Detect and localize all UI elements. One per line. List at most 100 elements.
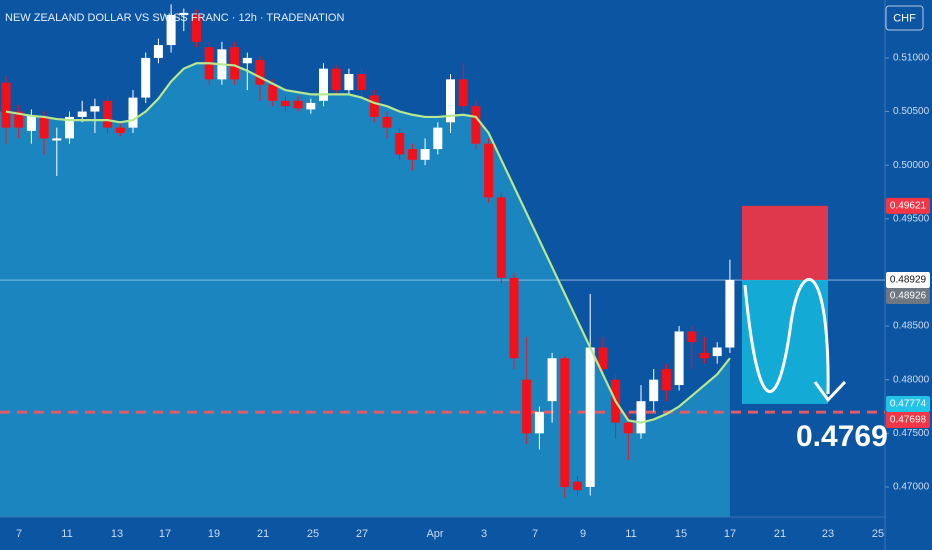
forecast-arrow — [813, 380, 847, 403]
x-tick-label: 11 — [625, 528, 636, 540]
candle-body — [141, 57, 151, 98]
candle-body — [90, 106, 100, 112]
ma-area — [0, 63, 730, 517]
candle-body — [65, 116, 74, 139]
candle-body — [573, 481, 582, 491]
candle-body — [484, 143, 494, 198]
candle-body — [585, 347, 595, 487]
target-label: 0.4769 — [796, 420, 888, 453]
y-tick-label: 0.48500 — [893, 321, 930, 332]
candle-body — [636, 401, 646, 434]
candle-body — [26, 115, 36, 131]
forecast-curve — [743, 278, 830, 394]
target-zone — [742, 280, 828, 404]
candle-body — [661, 368, 671, 391]
x-tick-label: 17 — [724, 528, 736, 540]
y-tick-label: 0.47000 — [893, 482, 930, 493]
candle-body — [230, 47, 240, 80]
candle-body — [192, 15, 201, 42]
candle-body — [1, 82, 11, 128]
y-tick-label: 0.47500 — [893, 428, 930, 439]
candle-body — [369, 95, 379, 117]
y-tick-label: 0.48000 — [893, 374, 930, 385]
y-tick-label: 0.49500 — [893, 213, 930, 224]
candle-body — [649, 379, 659, 402]
x-tick-label: 7 — [532, 528, 538, 540]
candle-body — [496, 197, 506, 278]
price-tag — [886, 395, 930, 412]
candle-body — [725, 279, 735, 348]
candle-body — [293, 100, 303, 109]
candle-body — [522, 379, 532, 434]
price-tag — [886, 411, 930, 428]
candle-body — [560, 358, 570, 487]
candle-body — [382, 116, 392, 128]
candle-body — [280, 100, 290, 107]
x-tick-label: 19 — [208, 528, 220, 540]
x-tick-label: Apr — [426, 528, 443, 540]
x-tick-label: 17 — [159, 528, 171, 540]
x-tick-label: 9 — [580, 528, 586, 540]
candle-body — [700, 352, 709, 359]
candle-body — [407, 149, 417, 160]
price-tag-label: 0.47774 — [890, 399, 927, 410]
candle-body — [319, 68, 328, 101]
candle-body — [357, 74, 367, 91]
candle-body — [14, 111, 24, 128]
candle-body — [52, 138, 62, 141]
candle-body — [115, 127, 125, 134]
candle-body — [344, 74, 354, 91]
x-tick-label: 7 — [16, 528, 22, 540]
candle-body — [242, 57, 252, 64]
candle-body — [166, 15, 176, 46]
x-tick-label: 23 — [822, 528, 834, 540]
candle-body — [446, 79, 455, 123]
x-tick-label: 15 — [675, 528, 687, 540]
candle-body — [39, 116, 49, 139]
candle-body — [509, 277, 519, 359]
x-tick-label: 11 — [61, 528, 72, 540]
price-tag — [886, 288, 930, 305]
stop-zone — [742, 205, 828, 281]
x-tick-label: 3 — [481, 528, 487, 540]
candle-body — [471, 106, 481, 144]
x-tick-label: 21 — [257, 528, 269, 540]
candle-body — [153, 45, 163, 58]
price-tag — [886, 272, 930, 289]
candle-body — [255, 60, 265, 85]
candle-body — [458, 79, 468, 107]
price-tag — [886, 197, 930, 214]
chart-title: NEW ZEALAND DOLLAR VS SWISS FRANC · 12h … — [5, 12, 344, 24]
candle-body — [331, 68, 341, 91]
candle-body — [674, 331, 684, 386]
y-tick-label: 0.51000 — [893, 53, 930, 64]
candle-body — [712, 347, 722, 357]
candle-body — [534, 411, 544, 434]
price-tag-label: 0.49621 — [890, 200, 927, 211]
candle-body — [395, 133, 405, 155]
candle-body — [598, 347, 608, 369]
candle-body — [103, 100, 113, 128]
x-tick-label: 21 — [774, 528, 786, 540]
price-tag-label: 0.47698 — [890, 415, 927, 426]
y-tick-label: 0.50500 — [893, 106, 930, 117]
candle-body — [128, 97, 138, 128]
y-tick-label: 0.50000 — [893, 160, 930, 171]
currency-button[interactable] — [885, 5, 924, 31]
price-tag-label: 0.48929 — [890, 275, 927, 286]
candle-body — [179, 12, 189, 16]
candle-body — [433, 127, 443, 150]
currency-button-label[interactable]: CHF — [893, 12, 916, 24]
x-tick-label: 25 — [872, 528, 884, 540]
x-tick-label: 25 — [307, 528, 319, 540]
candle-body — [268, 84, 278, 101]
moving-average — [5, 62, 731, 424]
candle-body — [687, 331, 697, 343]
candle-body — [306, 102, 316, 110]
candle-body — [420, 149, 430, 160]
price-tag-label: 0.48926 — [890, 291, 927, 302]
candle-body — [77, 111, 87, 117]
x-tick-label: 13 — [111, 528, 123, 540]
